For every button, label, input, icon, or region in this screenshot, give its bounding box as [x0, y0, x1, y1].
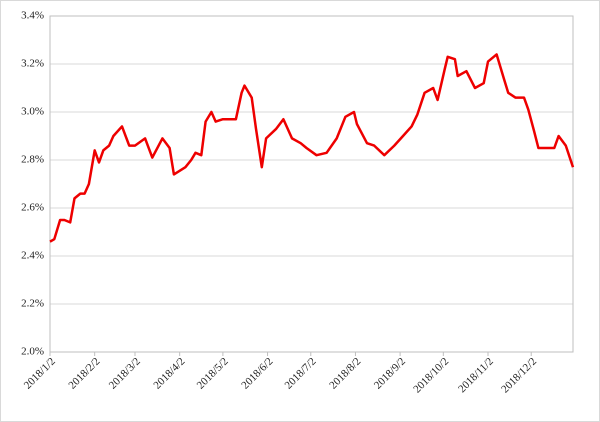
plot-border: [49, 15, 574, 353]
y-tick-label: 2.8%: [21, 154, 44, 166]
y-tick-label: 2.4%: [21, 250, 44, 262]
y-tick-label: 3.0%: [21, 106, 44, 118]
y-tick-label: 2.6%: [21, 202, 44, 214]
y-tick-label: 2.2%: [21, 298, 44, 310]
line-series: [49, 53, 575, 243]
y-tick-label: 2.0%: [21, 346, 44, 358]
y-tick-label: 3.4%: [21, 10, 44, 22]
y-tick-label: 3.2%: [21, 58, 44, 70]
